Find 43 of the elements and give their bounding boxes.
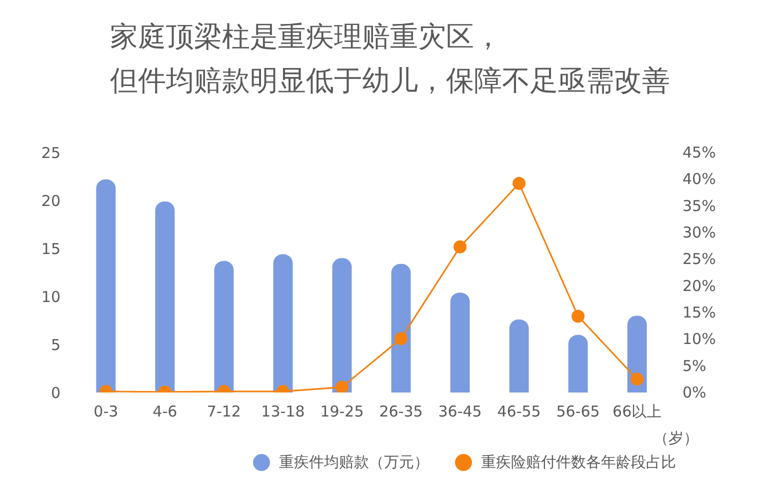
y-tick-label: 15 [41,240,61,258]
point [454,240,467,254]
bar [214,260,234,392]
x-axis-title: （岁） [654,429,698,447]
bar [391,264,411,392]
y2-tick-label: 25% [682,250,716,268]
bar [450,292,470,392]
x-tick-label: 7-12 [206,402,241,420]
y2-tick-label: 45% [682,144,716,162]
y-tick-label: 20 [41,192,61,210]
y2-tick-label: 35% [682,196,716,215]
bar [509,320,529,392]
y2-tick-label: 10% [682,330,716,348]
legend-label: 重疾件均赔款（万元） [279,452,429,473]
y-tick-label: 25 [41,144,61,162]
x-tick-label: 13-18 [261,402,305,420]
x-tick-label: 26-35 [379,402,423,420]
y2-tick-label: 30% [682,224,716,242]
y2-tick-label: 20% [682,276,716,295]
x-tick-label: 46-55 [497,402,541,420]
bar [332,258,352,392]
bar [273,254,293,392]
point [512,176,526,190]
chart-title: 家庭顶梁柱是重疾理赔重灾区， [110,20,502,54]
x-tick-label: 0-3 [94,402,118,420]
y2-tick-label: 0% [682,384,706,402]
legend-label: 重疾险赔付件数各年龄段占比 [481,452,676,473]
x-tick-label: 4-6 [152,402,178,420]
y-tick-label: 5 [50,336,61,354]
x-tick-label: 56-65 [556,402,600,420]
y2-tick-label: 5% [682,356,706,375]
y-tick-label: 0 [50,384,61,402]
y2-tick-label: 40% [682,170,716,188]
y-tick-label: 10 [41,288,61,306]
bar [627,316,647,392]
x-tick-label: 36-45 [438,402,482,420]
bar [155,201,175,392]
chart-subtitle: 但件均赔款明显低于幼儿，保障不足亟需改善 [110,64,670,98]
bar [568,334,588,392]
x-tick-label: 19-25 [320,402,364,420]
bar [96,179,116,392]
y2-tick-label: 15% [682,304,716,322]
x-tick-label: 66以上 [612,402,662,420]
